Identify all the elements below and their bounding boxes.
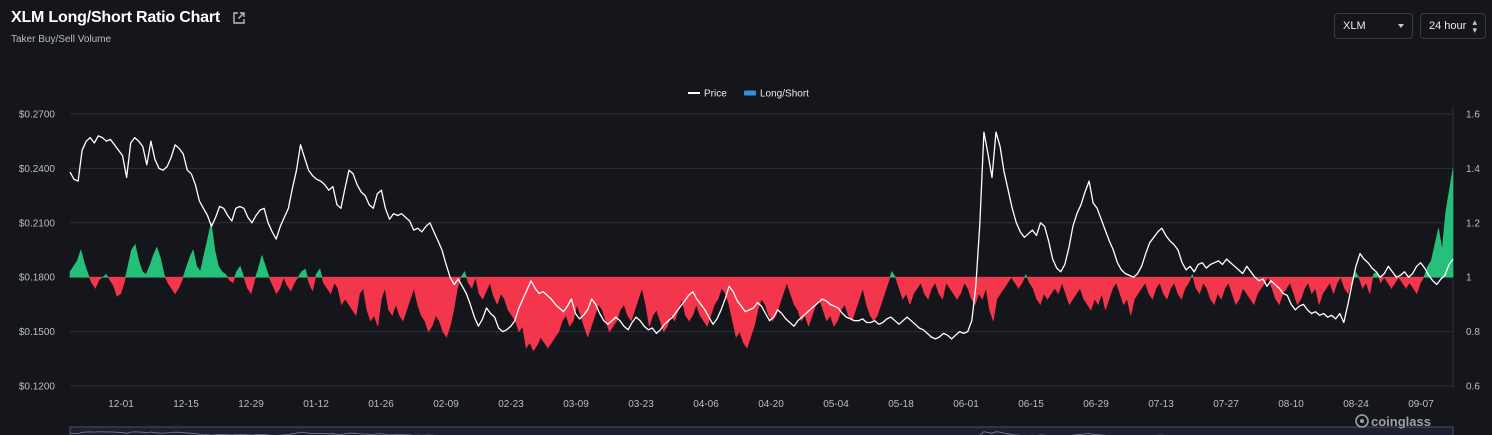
x-tick-label: 05-18 bbox=[888, 399, 914, 410]
logo-dot bbox=[1360, 419, 1364, 423]
range-navigator[interactable] bbox=[69, 426, 1454, 435]
grid-lines bbox=[70, 106, 1454, 388]
coinglass-logo-icon bbox=[1355, 414, 1369, 428]
x-tick-label: 03-23 bbox=[628, 399, 654, 410]
legend-item-price[interactable]: Price bbox=[688, 89, 727, 100]
x-tick-label: 08-24 bbox=[1343, 399, 1369, 410]
chart-legend[interactable]: Price Long/Short bbox=[688, 89, 809, 100]
title-row: XLM Long/Short Ratio Chart bbox=[11, 9, 246, 27]
time-range-value: 24 hour bbox=[1429, 20, 1467, 32]
x-tick-label: 02-23 bbox=[498, 399, 524, 410]
x-tick-label: 02-09 bbox=[433, 399, 459, 410]
x-tick-label: 01-26 bbox=[368, 399, 394, 410]
coin-select-value: XLM bbox=[1343, 20, 1366, 32]
y-right-tick-label: 1 bbox=[1466, 273, 1472, 284]
x-tick-label: 04-06 bbox=[693, 399, 719, 410]
x-tick-label: 08-10 bbox=[1278, 399, 1304, 410]
x-tick-label: 09-07 bbox=[1408, 399, 1434, 410]
y-axis-right: 1.6 1.4 1.2 1 0.8 0.6 bbox=[1466, 110, 1480, 393]
y-left-tick-label: $0.2100 bbox=[19, 218, 56, 229]
legend-item-long-short[interactable]: Long/Short bbox=[744, 89, 809, 100]
y-left-tick-label: $0.1500 bbox=[19, 327, 56, 338]
external-link-icon[interactable] bbox=[232, 11, 246, 25]
coinglass-watermark: coinglass bbox=[1355, 414, 1431, 429]
short-area bbox=[88, 276, 1425, 352]
chevron-down-icon bbox=[1398, 24, 1404, 28]
price-line-series bbox=[69, 131, 1454, 340]
x-tick-label: 07-13 bbox=[1148, 399, 1174, 410]
x-axis: 12-01 12-15 12-29 01-12 01-26 02-09 02-23 03-09… bbox=[108, 399, 1434, 410]
x-tick-label: 07-27 bbox=[1213, 399, 1239, 410]
time-range-select[interactable]: 24 hour ▴ ▾ bbox=[1420, 13, 1486, 39]
navigator-price-line bbox=[69, 431, 1165, 435]
y-right-tick-label: 1.6 bbox=[1466, 110, 1480, 121]
x-tick-label: 05-04 bbox=[823, 399, 849, 410]
y-left-tick-label: $0.1200 bbox=[19, 382, 56, 393]
y-left-tick-label: $0.2400 bbox=[19, 164, 56, 175]
x-tick-label: 12-29 bbox=[238, 399, 264, 410]
y-left-tick-label: $0.1800 bbox=[19, 273, 56, 284]
legend-label-price: Price bbox=[704, 89, 727, 100]
x-tick-label: 06-29 bbox=[1083, 399, 1109, 410]
legend-swatch-long-short bbox=[744, 90, 756, 96]
legend-label-long-short: Long/Short bbox=[760, 89, 809, 100]
x-tick-label: 03-09 bbox=[563, 399, 589, 410]
y-right-tick-label: 0.6 bbox=[1466, 382, 1480, 393]
brand-name: coinglass bbox=[1371, 414, 1431, 429]
x-tick-label: 12-01 bbox=[108, 399, 134, 410]
y-right-tick-label: 1.4 bbox=[1466, 164, 1480, 175]
y-right-tick-label: 0.8 bbox=[1466, 327, 1480, 338]
x-tick-label: 04-20 bbox=[758, 399, 784, 410]
sort-arrows-icon: ▴ ▾ bbox=[1472, 17, 1477, 35]
coin-select[interactable]: XLM bbox=[1334, 13, 1413, 39]
y-left-tick-label: $0.2700 bbox=[19, 110, 56, 121]
x-tick-label: 12-15 bbox=[173, 399, 199, 410]
page-subtitle: Taker Buy/Sell Volume bbox=[11, 34, 112, 45]
x-tick-label: 06-15 bbox=[1018, 399, 1044, 410]
logo-ring bbox=[1355, 414, 1369, 428]
x-tick-label: 06-01 bbox=[953, 399, 979, 410]
price-line bbox=[69, 131, 1454, 340]
long-short-area-series bbox=[69, 168, 1454, 352]
x-tick-label: 01-12 bbox=[303, 399, 329, 410]
page-title: XLM Long/Short Ratio Chart bbox=[11, 9, 221, 26]
y-right-tick-label: 1.2 bbox=[1466, 218, 1480, 229]
y-axis-left: $0.2700 $0.2400 $0.2100 $0.1800 $0.1500 $0.12… bbox=[19, 110, 56, 393]
navigator-track bbox=[69, 426, 1454, 435]
